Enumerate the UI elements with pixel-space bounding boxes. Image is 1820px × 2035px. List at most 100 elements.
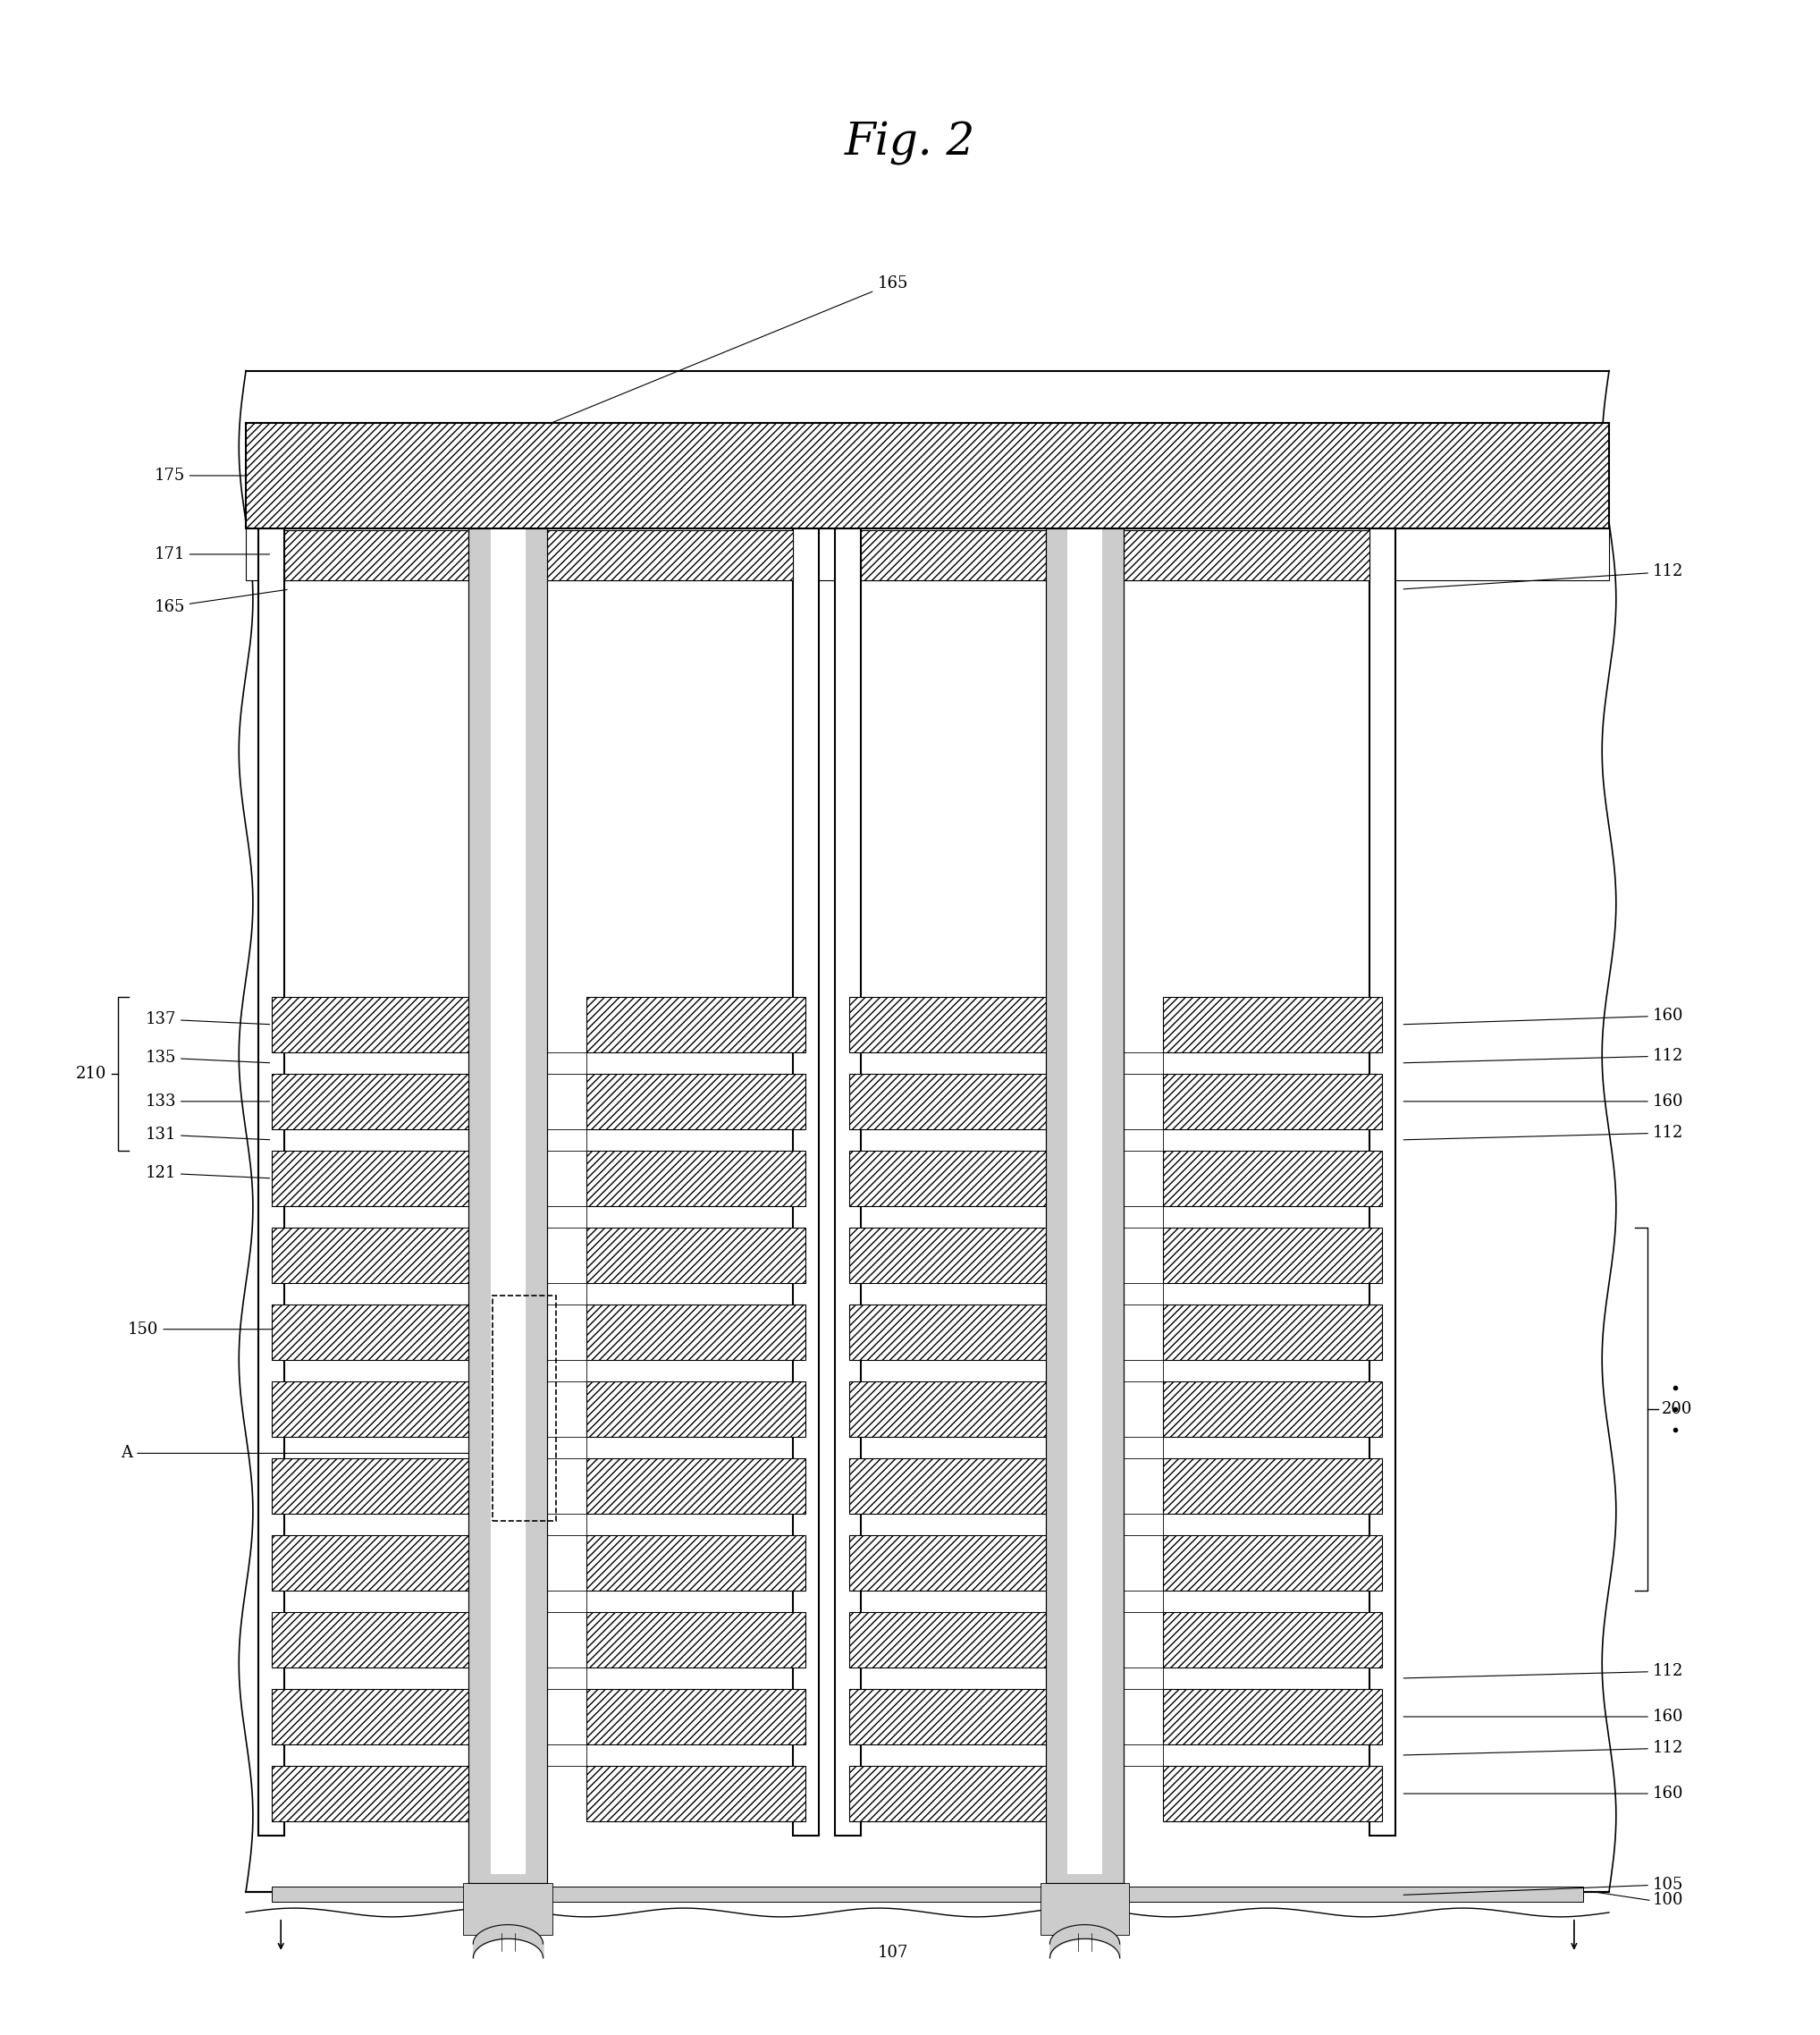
- Bar: [848, 1304, 1067, 1359]
- Bar: [586, 1534, 804, 1591]
- Text: 200: 200: [1662, 1400, 1693, 1416]
- Bar: [548, 1284, 586, 1304]
- Bar: [464, 1882, 553, 1935]
- Bar: [848, 1766, 1067, 1821]
- Bar: [548, 1669, 586, 1689]
- Bar: [848, 1457, 1067, 1514]
- Bar: [273, 1886, 1583, 1903]
- Bar: [470, 1669, 491, 1689]
- Bar: [1163, 1457, 1381, 1514]
- Bar: [1067, 527, 1103, 1874]
- Bar: [1163, 1304, 1381, 1359]
- Bar: [548, 529, 794, 580]
- Bar: [1045, 1669, 1067, 1689]
- Text: 112: 112: [1403, 1048, 1684, 1064]
- Bar: [470, 1437, 491, 1457]
- Bar: [273, 1150, 491, 1207]
- Bar: [273, 1304, 491, 1359]
- Bar: [848, 1382, 1067, 1437]
- Bar: [1045, 1744, 1067, 1766]
- Bar: [848, 1227, 1067, 1284]
- Bar: [470, 1207, 491, 1227]
- Text: A: A: [120, 1445, 490, 1461]
- Text: 107: 107: [877, 1945, 908, 1962]
- Text: 160: 160: [1403, 1007, 1684, 1024]
- Bar: [848, 1150, 1067, 1207]
- Bar: [258, 527, 284, 1836]
- Bar: [548, 1129, 586, 1150]
- Text: 112: 112: [1403, 1125, 1684, 1142]
- Bar: [1045, 1129, 1067, 1150]
- Bar: [848, 1072, 1067, 1129]
- Bar: [470, 1591, 491, 1612]
- Bar: [1163, 1689, 1381, 1744]
- Bar: [273, 1072, 491, 1129]
- Bar: [493, 1296, 557, 1520]
- Text: 160: 160: [1403, 1785, 1684, 1801]
- Text: 105: 105: [1403, 1876, 1684, 1895]
- Bar: [273, 1457, 491, 1514]
- Bar: [586, 1227, 804, 1284]
- Bar: [548, 1744, 586, 1766]
- Bar: [1045, 1591, 1067, 1612]
- Bar: [273, 1534, 491, 1591]
- Bar: [1125, 1591, 1163, 1612]
- Text: 112: 112: [1403, 1740, 1684, 1756]
- Bar: [1045, 1207, 1067, 1227]
- Bar: [273, 997, 491, 1052]
- Bar: [861, 529, 1045, 580]
- Bar: [1163, 1382, 1381, 1437]
- Bar: [1045, 1284, 1067, 1304]
- Bar: [1125, 1437, 1163, 1457]
- Bar: [1370, 527, 1396, 1836]
- Bar: [1163, 997, 1381, 1052]
- Text: 121: 121: [146, 1164, 269, 1180]
- Bar: [1041, 1882, 1130, 1935]
- Bar: [1163, 1612, 1381, 1669]
- Bar: [1163, 1072, 1381, 1129]
- Bar: [848, 1689, 1067, 1744]
- Bar: [586, 1150, 804, 1207]
- Bar: [1045, 1052, 1067, 1072]
- Text: 150: 150: [127, 1321, 490, 1337]
- Bar: [586, 1766, 804, 1821]
- Bar: [470, 527, 548, 1882]
- Text: 112: 112: [1403, 1663, 1684, 1679]
- Bar: [586, 997, 804, 1052]
- Bar: [1125, 1052, 1163, 1072]
- Bar: [548, 1437, 586, 1457]
- Bar: [284, 529, 470, 580]
- Text: 112: 112: [1403, 564, 1684, 588]
- Bar: [586, 1689, 804, 1744]
- Text: 165: 165: [155, 590, 288, 615]
- Bar: [548, 1359, 586, 1382]
- Bar: [1045, 1437, 1067, 1457]
- Text: 160: 160: [1403, 1093, 1684, 1109]
- Bar: [794, 527, 819, 1836]
- Bar: [1125, 1284, 1163, 1304]
- Bar: [1045, 527, 1125, 1882]
- Bar: [548, 1591, 586, 1612]
- Bar: [848, 997, 1067, 1052]
- Text: 165: 165: [510, 275, 908, 440]
- Bar: [586, 1072, 804, 1129]
- Text: 100: 100: [1653, 1893, 1684, 1909]
- Bar: [1163, 1766, 1381, 1821]
- Bar: [1125, 1207, 1163, 1227]
- Bar: [470, 1052, 491, 1072]
- Bar: [273, 1227, 491, 1284]
- Bar: [273, 1612, 491, 1669]
- Bar: [470, 1284, 491, 1304]
- Bar: [835, 527, 861, 1836]
- Bar: [273, 1382, 491, 1437]
- Text: 171: 171: [155, 545, 269, 562]
- Bar: [1163, 1227, 1381, 1284]
- Bar: [1125, 529, 1370, 580]
- Bar: [1125, 1669, 1163, 1689]
- Bar: [1163, 1150, 1381, 1207]
- Bar: [1125, 1129, 1163, 1150]
- Bar: [548, 1052, 586, 1072]
- Text: 135: 135: [146, 1050, 269, 1066]
- Bar: [586, 1457, 804, 1514]
- Bar: [470, 1514, 491, 1534]
